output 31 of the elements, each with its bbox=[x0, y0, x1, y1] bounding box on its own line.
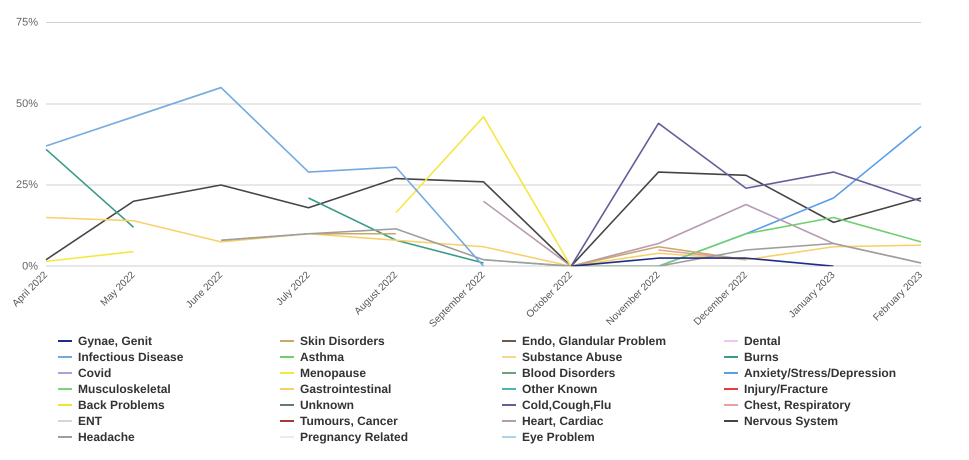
y-tick-label: 50% bbox=[16, 98, 38, 110]
legend-label: Injury/Fracture bbox=[744, 382, 828, 396]
legend-label: Infectious Disease bbox=[78, 350, 184, 364]
legend-label: Asthma bbox=[300, 350, 344, 364]
y-tick-label: 0% bbox=[22, 260, 38, 272]
legend-label: Dental bbox=[744, 334, 781, 348]
legend-label: Covid bbox=[78, 366, 112, 380]
legend-label: Burns bbox=[744, 350, 779, 364]
legend-label: Substance Abuse bbox=[522, 350, 622, 364]
legend-label: Gastrointestinal bbox=[300, 382, 392, 396]
legend-label: Headache bbox=[78, 430, 135, 444]
legend-label: Endo, Glandular Problem bbox=[522, 334, 666, 348]
legend-label: ENT bbox=[78, 414, 102, 428]
legend-label: Other Known bbox=[522, 382, 598, 396]
legend-label: Tumours, Cancer bbox=[300, 414, 398, 428]
legend-label: Gynae, Genit bbox=[78, 334, 152, 348]
legend-label: Chest, Respiratory bbox=[744, 398, 851, 412]
legend-label: Cold,Cough,Flu bbox=[522, 398, 612, 412]
legend-label: Nervous System bbox=[744, 414, 838, 428]
legend-label: Pregnancy Related bbox=[300, 430, 408, 444]
legend-label: Musculoskeletal bbox=[78, 382, 171, 396]
legend-label: Skin Disorders bbox=[300, 334, 385, 348]
legend-label: Heart, Cardiac bbox=[522, 414, 604, 428]
legend-label: Eye Problem bbox=[522, 430, 595, 444]
legend-label: Anxiety/Stress/Depression bbox=[744, 366, 896, 380]
legend-label: Blood Disorders bbox=[522, 366, 616, 380]
legend-label: Back Problems bbox=[78, 398, 165, 412]
legend-label: Menopause bbox=[300, 366, 366, 380]
y-tick-label: 25% bbox=[16, 179, 38, 192]
legend-label: Unknown bbox=[300, 398, 354, 412]
y-tick-label: 75% bbox=[16, 16, 38, 29]
